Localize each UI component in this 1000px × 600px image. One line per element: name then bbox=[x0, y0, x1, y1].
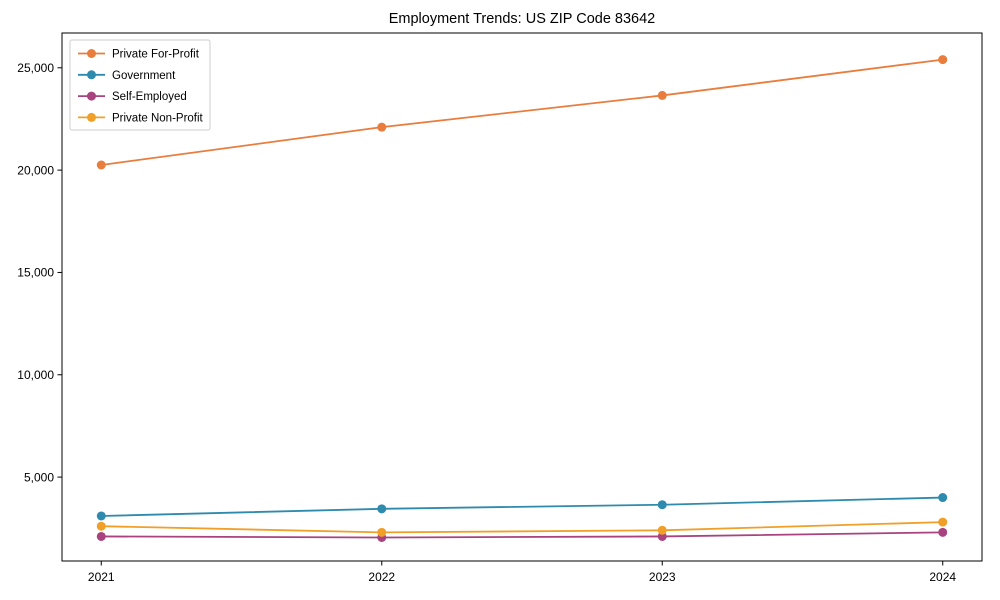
data-point-private-for-profit-2021 bbox=[96, 160, 106, 170]
data-point-private-for-profit-2023 bbox=[657, 90, 667, 100]
series-line-self-employed bbox=[100, 531, 944, 539]
legend-item-private-for-profit: Private For-Profit bbox=[78, 49, 200, 61]
data-point-private-for-profit-2024 bbox=[938, 55, 948, 65]
data-point-government-2021 bbox=[96, 511, 106, 521]
series-private-non-profit bbox=[96, 517, 948, 537]
y-axis-tick-label: 15,000 bbox=[17, 266, 54, 280]
legend-marker-icon bbox=[87, 91, 96, 101]
series-line-government bbox=[100, 496, 944, 517]
series-private-for-profit bbox=[96, 55, 948, 170]
data-point-government-2023 bbox=[657, 500, 667, 510]
legend-marker-icon bbox=[87, 49, 96, 58]
series-line-private-non-profit bbox=[100, 521, 944, 534]
series-government bbox=[96, 493, 948, 521]
legend-item-self-employed: Self-Employed bbox=[78, 91, 187, 103]
y-axis-tick-label: 10,000 bbox=[17, 368, 54, 382]
data-point-self-employed-2024 bbox=[938, 527, 948, 537]
legend-marker-icon bbox=[87, 112, 96, 122]
data-point-private-non-profit-2023 bbox=[657, 525, 667, 535]
legend-item-private-non-profit: Private Non-Profit bbox=[78, 112, 204, 124]
data-point-private-non-profit-2024 bbox=[938, 517, 948, 527]
x-axis-tick-label: 2024 bbox=[929, 570, 956, 584]
y-axis-tick-label: 5,000 bbox=[24, 470, 54, 484]
series-self-employed bbox=[96, 527, 948, 542]
plot-area-border bbox=[61, 32, 983, 562]
y-axis-tick-label: 25,000 bbox=[17, 61, 54, 75]
legend-marker-icon bbox=[87, 70, 96, 80]
data-point-self-employed-2021 bbox=[96, 531, 106, 541]
data-point-government-2022 bbox=[377, 504, 387, 514]
x-axis-tick-label: 2022 bbox=[368, 570, 395, 584]
data-point-private-non-profit-2021 bbox=[96, 521, 106, 531]
legend-item-label: Private Non-Profit bbox=[112, 112, 204, 124]
y-axis-tick-label: 20,000 bbox=[17, 163, 54, 177]
legend-box bbox=[69, 39, 211, 131]
x-axis-tick-label: 2023 bbox=[649, 570, 676, 584]
legend: Private For-Profit Government Self-Employe… bbox=[69, 39, 211, 131]
x-axis-tick-label: 2021 bbox=[88, 570, 115, 584]
data-point-private-non-profit-2022 bbox=[377, 527, 387, 537]
data-point-government-2024 bbox=[938, 493, 948, 503]
legend-item-label: Private For-Profit bbox=[112, 49, 200, 61]
series-line-private-for-profit bbox=[100, 58, 944, 166]
legend-item-label: Government bbox=[112, 70, 176, 82]
legend-item-label: Self-Employed bbox=[112, 91, 187, 103]
data-point-private-for-profit-2022 bbox=[377, 122, 387, 132]
chart-title: Employment Trends: US ZIP Code 83642 bbox=[389, 11, 656, 27]
legend-item-government: Government bbox=[78, 70, 176, 82]
